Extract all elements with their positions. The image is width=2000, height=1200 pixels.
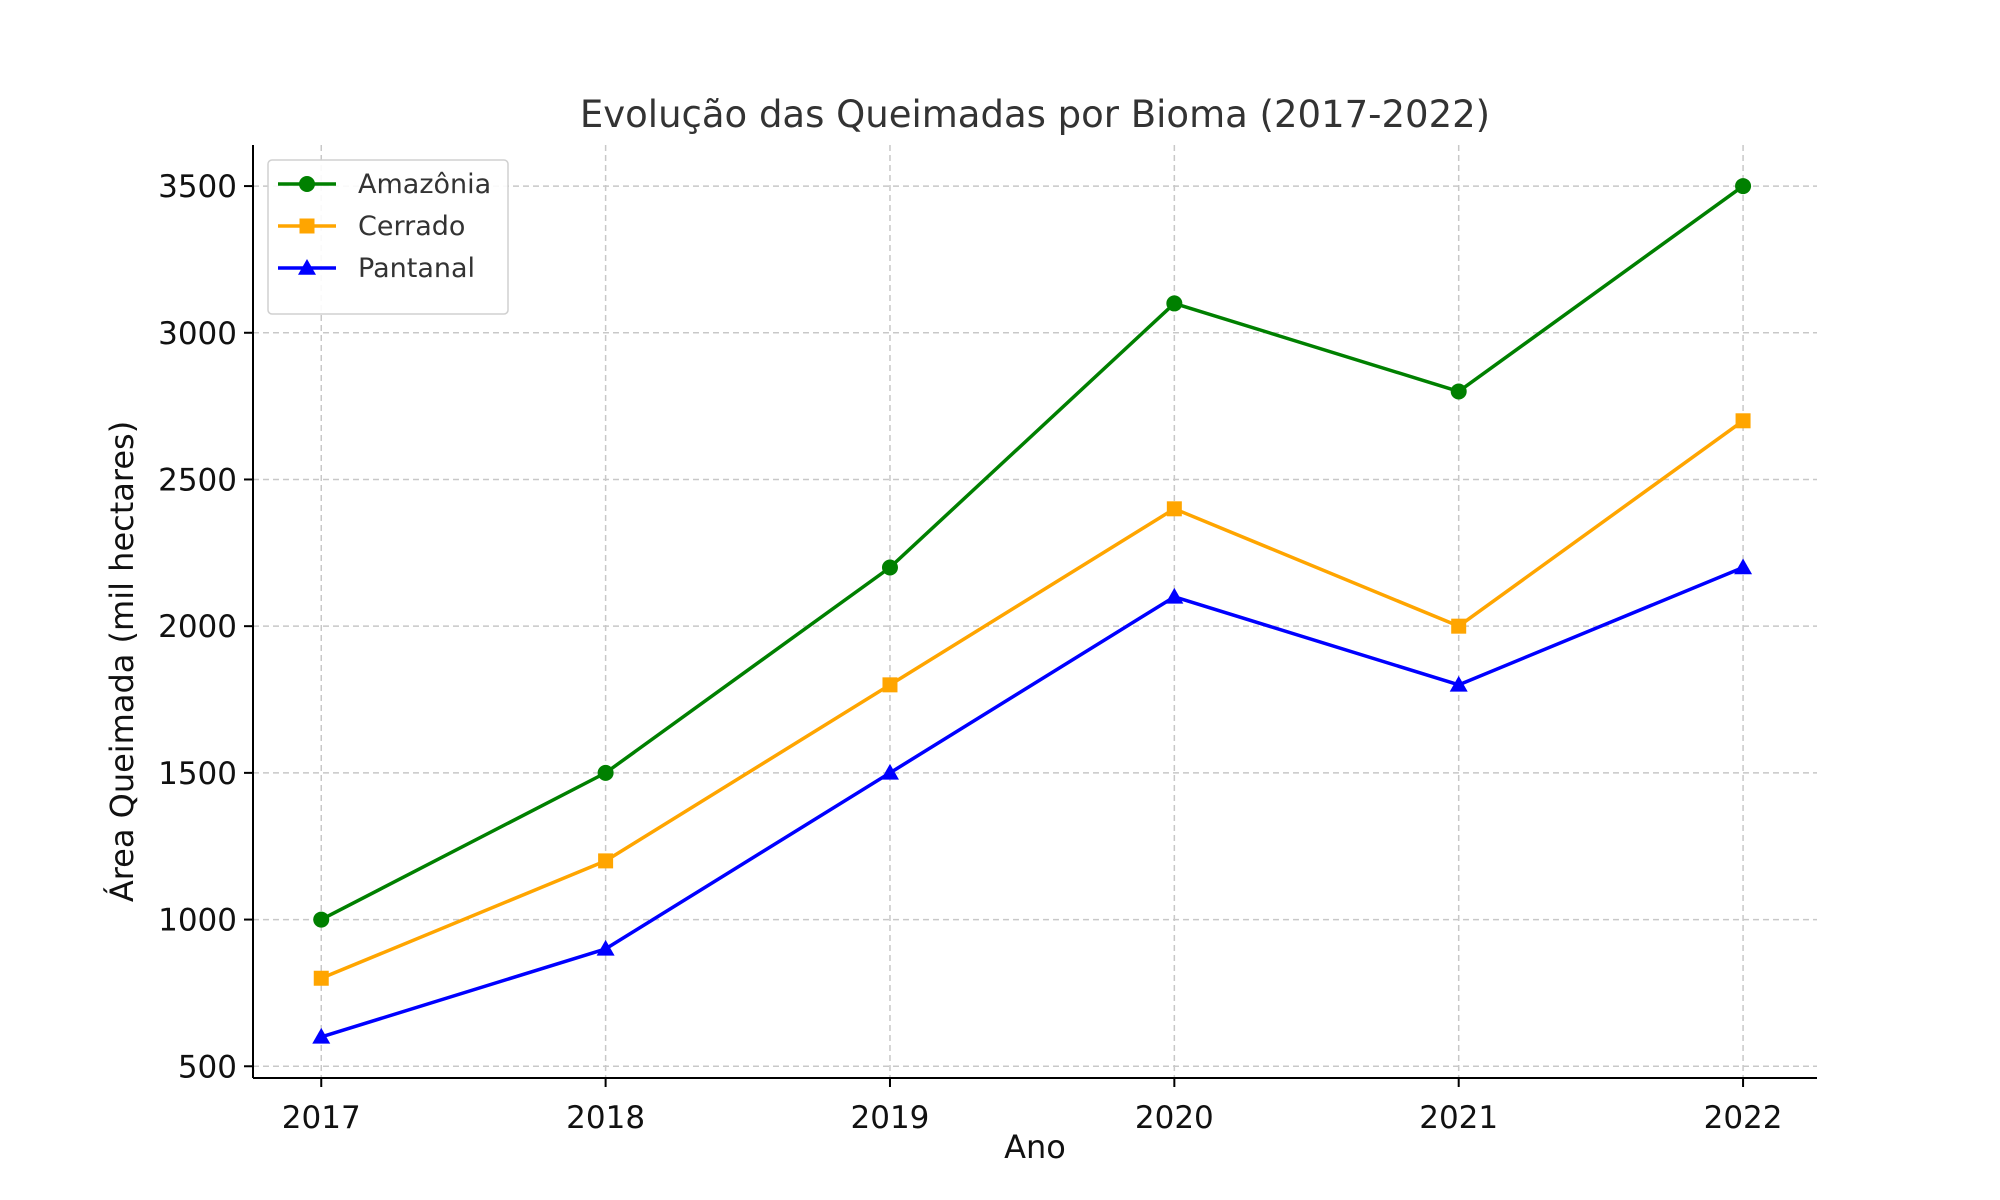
axes <box>244 145 1817 1087</box>
data-point <box>313 970 329 986</box>
y-tick-label: 1000 <box>158 903 237 939</box>
x-tick-label: 2018 <box>566 1100 645 1136</box>
series-line <box>320 184 1745 922</box>
legend-box <box>267 159 509 315</box>
y-tick-label: 500 <box>178 1049 237 1085</box>
data-point <box>1735 178 1752 195</box>
data-point <box>880 763 899 780</box>
data-point <box>1451 618 1467 634</box>
y-axis-label: Área Queimada (mil hectares) <box>103 421 141 902</box>
legend: Amazônia Cerrado Pantanal <box>267 159 509 315</box>
chart-title: Evolução das Queimadas por Bioma (2017-2… <box>580 93 1490 136</box>
legend-marker <box>299 176 315 192</box>
x-tick-label: 2019 <box>851 1100 930 1136</box>
legend-item: Cerrado <box>278 211 465 242</box>
series-line <box>320 419 1745 980</box>
x-tick-label: 2020 <box>1135 1100 1214 1136</box>
legend-item: Amazônia <box>278 169 491 200</box>
series-1 <box>313 413 1751 986</box>
series-lines <box>312 178 1753 1044</box>
data-point <box>596 939 615 956</box>
data-point <box>313 911 330 928</box>
y-tick-label: 2500 <box>158 462 237 498</box>
legend-item: Pantanal <box>278 253 475 284</box>
x-tick-label: 2017 <box>282 1100 361 1136</box>
series-line <box>320 565 1744 1039</box>
data-point <box>1165 587 1184 604</box>
y-tick-label: 2000 <box>158 609 237 645</box>
data-point <box>312 1027 331 1044</box>
legend-label: Pantanal <box>358 253 475 284</box>
series-0 <box>313 178 1752 928</box>
data-point <box>1735 413 1751 429</box>
x-tick-label: 2021 <box>1419 1100 1498 1136</box>
legend-marker <box>299 218 315 234</box>
data-point <box>1166 295 1183 312</box>
x-tick-label: 2022 <box>1704 1100 1783 1136</box>
legend-label: Amazônia <box>358 169 491 200</box>
legend-marker <box>298 259 316 275</box>
data-point <box>597 764 614 781</box>
data-point <box>881 559 898 576</box>
data-point <box>1449 675 1468 692</box>
data-point <box>1166 501 1182 517</box>
data-point <box>1734 558 1753 575</box>
x-axis-label: Ano <box>1004 1128 1066 1166</box>
y-tick-label: 3000 <box>158 316 237 352</box>
data-point <box>1450 383 1467 400</box>
y-tick-label: 1500 <box>158 756 237 792</box>
data-point <box>882 677 898 693</box>
tick-labels: 2017 2018 2019 2020 2021 2022 500 1000 1500 2000 2… <box>158 169 1782 1136</box>
y-tick-label: 3500 <box>158 169 237 205</box>
legend-label: Cerrado <box>358 211 465 242</box>
data-point <box>598 853 614 869</box>
series-2 <box>312 558 1753 1044</box>
